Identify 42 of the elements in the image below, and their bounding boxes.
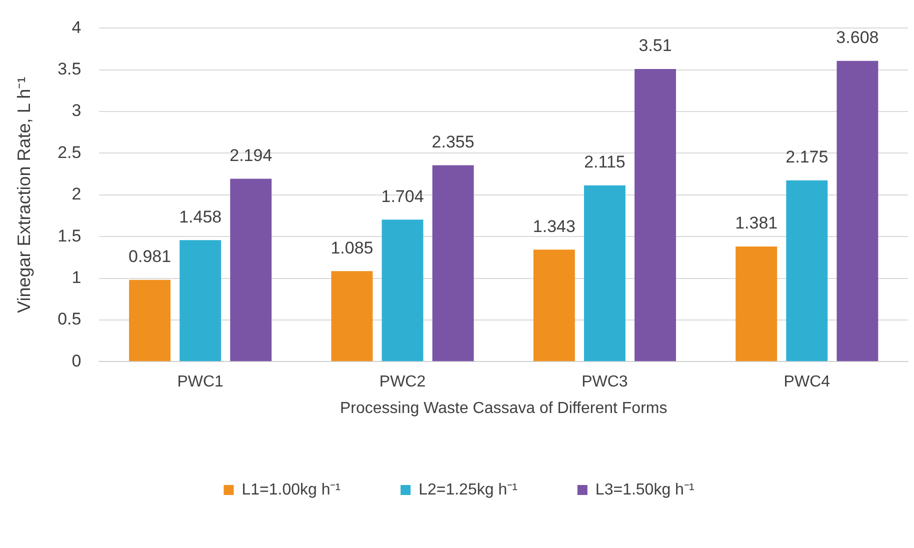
data-label: 2.355: [432, 132, 474, 152]
bar: [634, 69, 676, 362]
y-axis-title: Vinegar Extraction Rate, L h⁻¹: [14, 76, 34, 313]
y-tick-label: 1: [72, 268, 82, 287]
y-tick-label: 2: [72, 184, 82, 204]
bar: [836, 60, 878, 362]
x-axis-title: Processing Waste Cassava of Different Forms: [340, 400, 668, 417]
bar: [129, 280, 171, 362]
data-label: 1.381: [735, 214, 778, 233]
bar: [230, 178, 272, 362]
x-tick-label: PWC4: [784, 374, 830, 391]
y-tick-label: 3.5: [58, 60, 82, 79]
x-tick-label: PWC2: [379, 374, 426, 391]
data-label: 2.175: [786, 148, 828, 166]
y-tick-label: 0.5: [58, 310, 82, 329]
data-label: 1.704: [381, 186, 424, 206]
y-tick-label: 4: [72, 18, 82, 37]
data-label: 0.981: [128, 247, 172, 266]
data-label: 1.343: [532, 216, 576, 236]
bar: [382, 220, 424, 362]
bar: [584, 185, 626, 362]
y-tick-label: 2.5: [58, 142, 82, 162]
data-label: 2.194: [230, 146, 272, 165]
x-tick-label: PWC3: [582, 374, 628, 391]
y-tick-label: 0: [72, 351, 82, 370]
y-tick-label: 1.5: [58, 226, 82, 246]
bar: [533, 250, 575, 362]
bar: [180, 240, 222, 362]
bar: [736, 246, 778, 362]
legend-label: L2=1.25kg h⁻¹: [418, 481, 518, 498]
data-label: 1.085: [330, 238, 374, 258]
y-tick-label: 3: [72, 101, 82, 120]
legend-label: L1=1.00kg h⁻¹: [242, 481, 341, 498]
x-tick-label: PWC1: [177, 374, 224, 391]
data-label: 3.608: [836, 28, 879, 48]
data-label: 2.115: [584, 152, 626, 172]
bar: [432, 165, 474, 362]
bar: [331, 271, 373, 362]
data-label: 1.458: [179, 207, 222, 226]
data-label: 3.51: [638, 36, 672, 56]
bar: [786, 180, 828, 362]
legend-label: L3=1.50kg h⁻¹: [595, 481, 694, 498]
